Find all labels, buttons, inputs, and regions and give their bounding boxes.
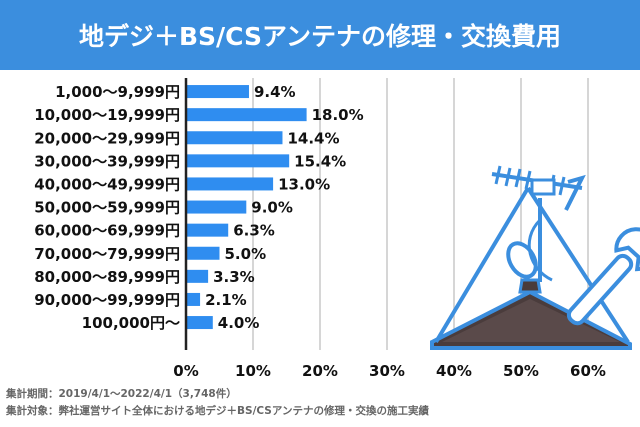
bar: [186, 292, 201, 306]
chart-title: 地デジ＋BS/CSアンテナの修理・交換費用: [78, 22, 561, 51]
roof-inner: [442, 299, 620, 342]
x-tick-labels: 0% 10% 20% 30% 40% 50% 60%: [173, 362, 606, 380]
value-label: 6.3%: [233, 222, 275, 240]
dish-cable: [527, 218, 553, 282]
roof-peak: [518, 278, 542, 294]
value-labels: 9.4% 18.0% 14.4% 15.4% 13.0% 9.0% 6.3% 5.0% 3.3%…: [205, 83, 364, 332]
frame-left-line: [434, 186, 530, 344]
bar: [186, 131, 283, 145]
category-label: 40,000～49,999円: [34, 175, 180, 193]
bar: [186, 85, 249, 99]
x-tick-label: 10%: [235, 362, 271, 380]
antenna-repair-illustration: [430, 165, 640, 350]
category-label: 50,000～59,999円: [34, 199, 180, 217]
note-period: 集計期間：2019/4/1～2022/4/1（3,748件）: [6, 388, 237, 400]
wrench-icon: [566, 227, 640, 326]
antenna-clamp: [530, 178, 556, 196]
value-label: 9.4%: [254, 83, 296, 101]
category-label: 10,000～19,999円: [34, 106, 180, 124]
value-label: 5.0%: [225, 245, 267, 263]
value-label: 13.0%: [278, 175, 330, 193]
category-label: 70,000～79,999円: [34, 245, 180, 263]
value-label: 14.4%: [287, 129, 339, 147]
category-label: 30,000～39,999円: [34, 152, 180, 170]
x-tick-label: 30%: [369, 362, 405, 380]
category-labels: 1,000～9,999円 10,000～19,999円 20,000～29,999円…: [34, 83, 180, 332]
x-tick-label: 60%: [570, 362, 606, 380]
bar-chart: 1,000～9,999円 10,000～19,999円 20,000～29,999円…: [34, 78, 640, 380]
frame-right-line: [526, 186, 630, 344]
category-label: 80,000～89,999円: [34, 268, 180, 286]
x-tick-label: 20%: [302, 362, 338, 380]
value-label: 4.0%: [218, 314, 260, 332]
value-label: 9.0%: [251, 199, 293, 217]
category-label: 100,000円～: [82, 314, 180, 332]
x-tick-label: 40%: [436, 362, 472, 380]
category-label: 60,000～69,999円: [34, 222, 180, 240]
bar: [186, 154, 290, 168]
bar: [186, 108, 307, 122]
grid-lines: [252, 78, 589, 350]
value-label: 3.3%: [213, 268, 255, 286]
category-label: 1,000～9,999円: [55, 83, 180, 101]
value-label: 2.1%: [205, 291, 247, 309]
bar: [186, 223, 229, 237]
antenna-arrow: [564, 174, 586, 211]
x-tick-label: 50%: [503, 362, 539, 380]
bar: [186, 200, 247, 214]
value-label: 18.0%: [312, 106, 364, 124]
title-banner: 地デジ＋BS/CSアンテナの修理・交換費用: [0, 0, 640, 70]
bar: [186, 246, 220, 260]
bar: [186, 269, 209, 283]
note-target: 集計対象：弊社運営サイト全体における地デジ＋BS/CSアンテナの修理・交換の施工…: [6, 405, 429, 417]
bar: [186, 177, 274, 191]
bar: [186, 316, 213, 330]
value-label: 15.4%: [294, 152, 346, 170]
category-label: 20,000～29,999円: [34, 129, 180, 147]
category-label: 90,000～99,999円: [34, 291, 180, 309]
bars: [186, 85, 307, 330]
dish-shape: [506, 241, 538, 279]
x-tick-label: 0%: [173, 362, 198, 380]
